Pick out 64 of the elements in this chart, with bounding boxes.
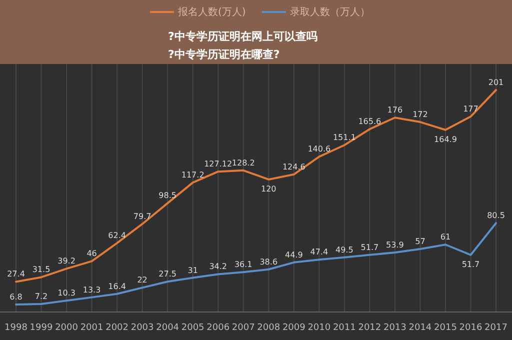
x-tick-label: 2009 <box>282 323 306 333</box>
x-tick-label: 2010 <box>308 323 331 333</box>
x-tick-label: 1998 <box>4 323 28 333</box>
data-label: 61 <box>440 232 451 242</box>
data-label: 172 <box>412 110 428 120</box>
data-label: 151.1 <box>332 133 356 142</box>
data-label: 31.5 <box>32 265 50 274</box>
data-label: 27.4 <box>7 270 25 279</box>
data-label: 176 <box>387 106 403 115</box>
data-label: 51.7 <box>360 242 379 252</box>
x-tick-label: 2012 <box>358 323 382 333</box>
x-tick-label: 2003 <box>130 323 154 333</box>
x-tick-label: 2000 <box>55 323 78 333</box>
chart-subtitle: ?中专学历证明在哪查? <box>168 48 280 61</box>
data-label: 124.6 <box>282 162 306 172</box>
data-label: 27.5 <box>158 270 176 279</box>
data-label: 140.6 <box>308 144 331 154</box>
chart-title: ?中专学历证明在网上可以查吗 <box>168 30 318 43</box>
data-label: 31 <box>188 266 198 275</box>
data-label: 165.6 <box>358 117 382 126</box>
x-tick-label: 2007 <box>232 323 255 333</box>
data-label: 57 <box>415 237 426 246</box>
data-label: 79.7 <box>133 212 152 221</box>
x-tick-label: 2016 <box>459 323 482 333</box>
data-label: 49.5 <box>336 245 354 254</box>
x-tick-label: 2005 <box>181 323 204 333</box>
data-label: 127.12 <box>204 160 232 169</box>
data-label: 80.5 <box>487 211 505 220</box>
x-tick-label: 2001 <box>80 323 104 333</box>
data-label: 98.5 <box>158 191 176 200</box>
x-tick-label: 2008 <box>257 323 280 333</box>
x-tick-label: 2014 <box>408 323 432 333</box>
data-label: 120 <box>260 184 276 194</box>
data-label: 47.4 <box>310 248 328 257</box>
data-label: 38.6 <box>260 257 278 266</box>
data-label: 53.9 <box>386 240 404 250</box>
data-label: 16.4 <box>108 282 126 291</box>
data-label: 36.1 <box>234 260 252 270</box>
x-tick-label: 1999 <box>30 323 53 333</box>
x-tick-label: 2013 <box>383 323 406 333</box>
data-label: 34.2 <box>209 262 228 272</box>
data-label: 62.4 <box>108 231 126 240</box>
x-tick-label: 2015 <box>434 323 457 333</box>
data-label: 44.9 <box>284 250 303 260</box>
data-label: 13.3 <box>82 285 101 294</box>
data-label: 117.2 <box>181 170 204 180</box>
data-label: 128.2 <box>232 158 255 168</box>
x-tick-label: 2011 <box>332 323 356 333</box>
data-label: 164.9 <box>434 134 457 144</box>
x-tick-label: 2002 <box>106 323 129 333</box>
x-tick-label: 2004 <box>156 323 180 333</box>
data-label: 10.3 <box>58 288 76 298</box>
data-label: 201 <box>488 78 504 87</box>
data-label: 39.2 <box>58 256 76 266</box>
data-label: 51.7 <box>462 260 480 269</box>
data-label: 6.8 <box>10 292 22 302</box>
legend-label: 报名人数(万人) <box>177 6 246 18</box>
x-tick-label: 2006 <box>206 323 230 333</box>
data-label: 46 <box>86 249 97 258</box>
data-label: 7.2 <box>34 292 48 302</box>
x-tick-label: 2017 <box>484 323 508 333</box>
data-label: 22 <box>137 276 148 285</box>
legend-label: 录取人数（万人） <box>290 7 370 18</box>
data-label: 177 <box>463 104 478 114</box>
